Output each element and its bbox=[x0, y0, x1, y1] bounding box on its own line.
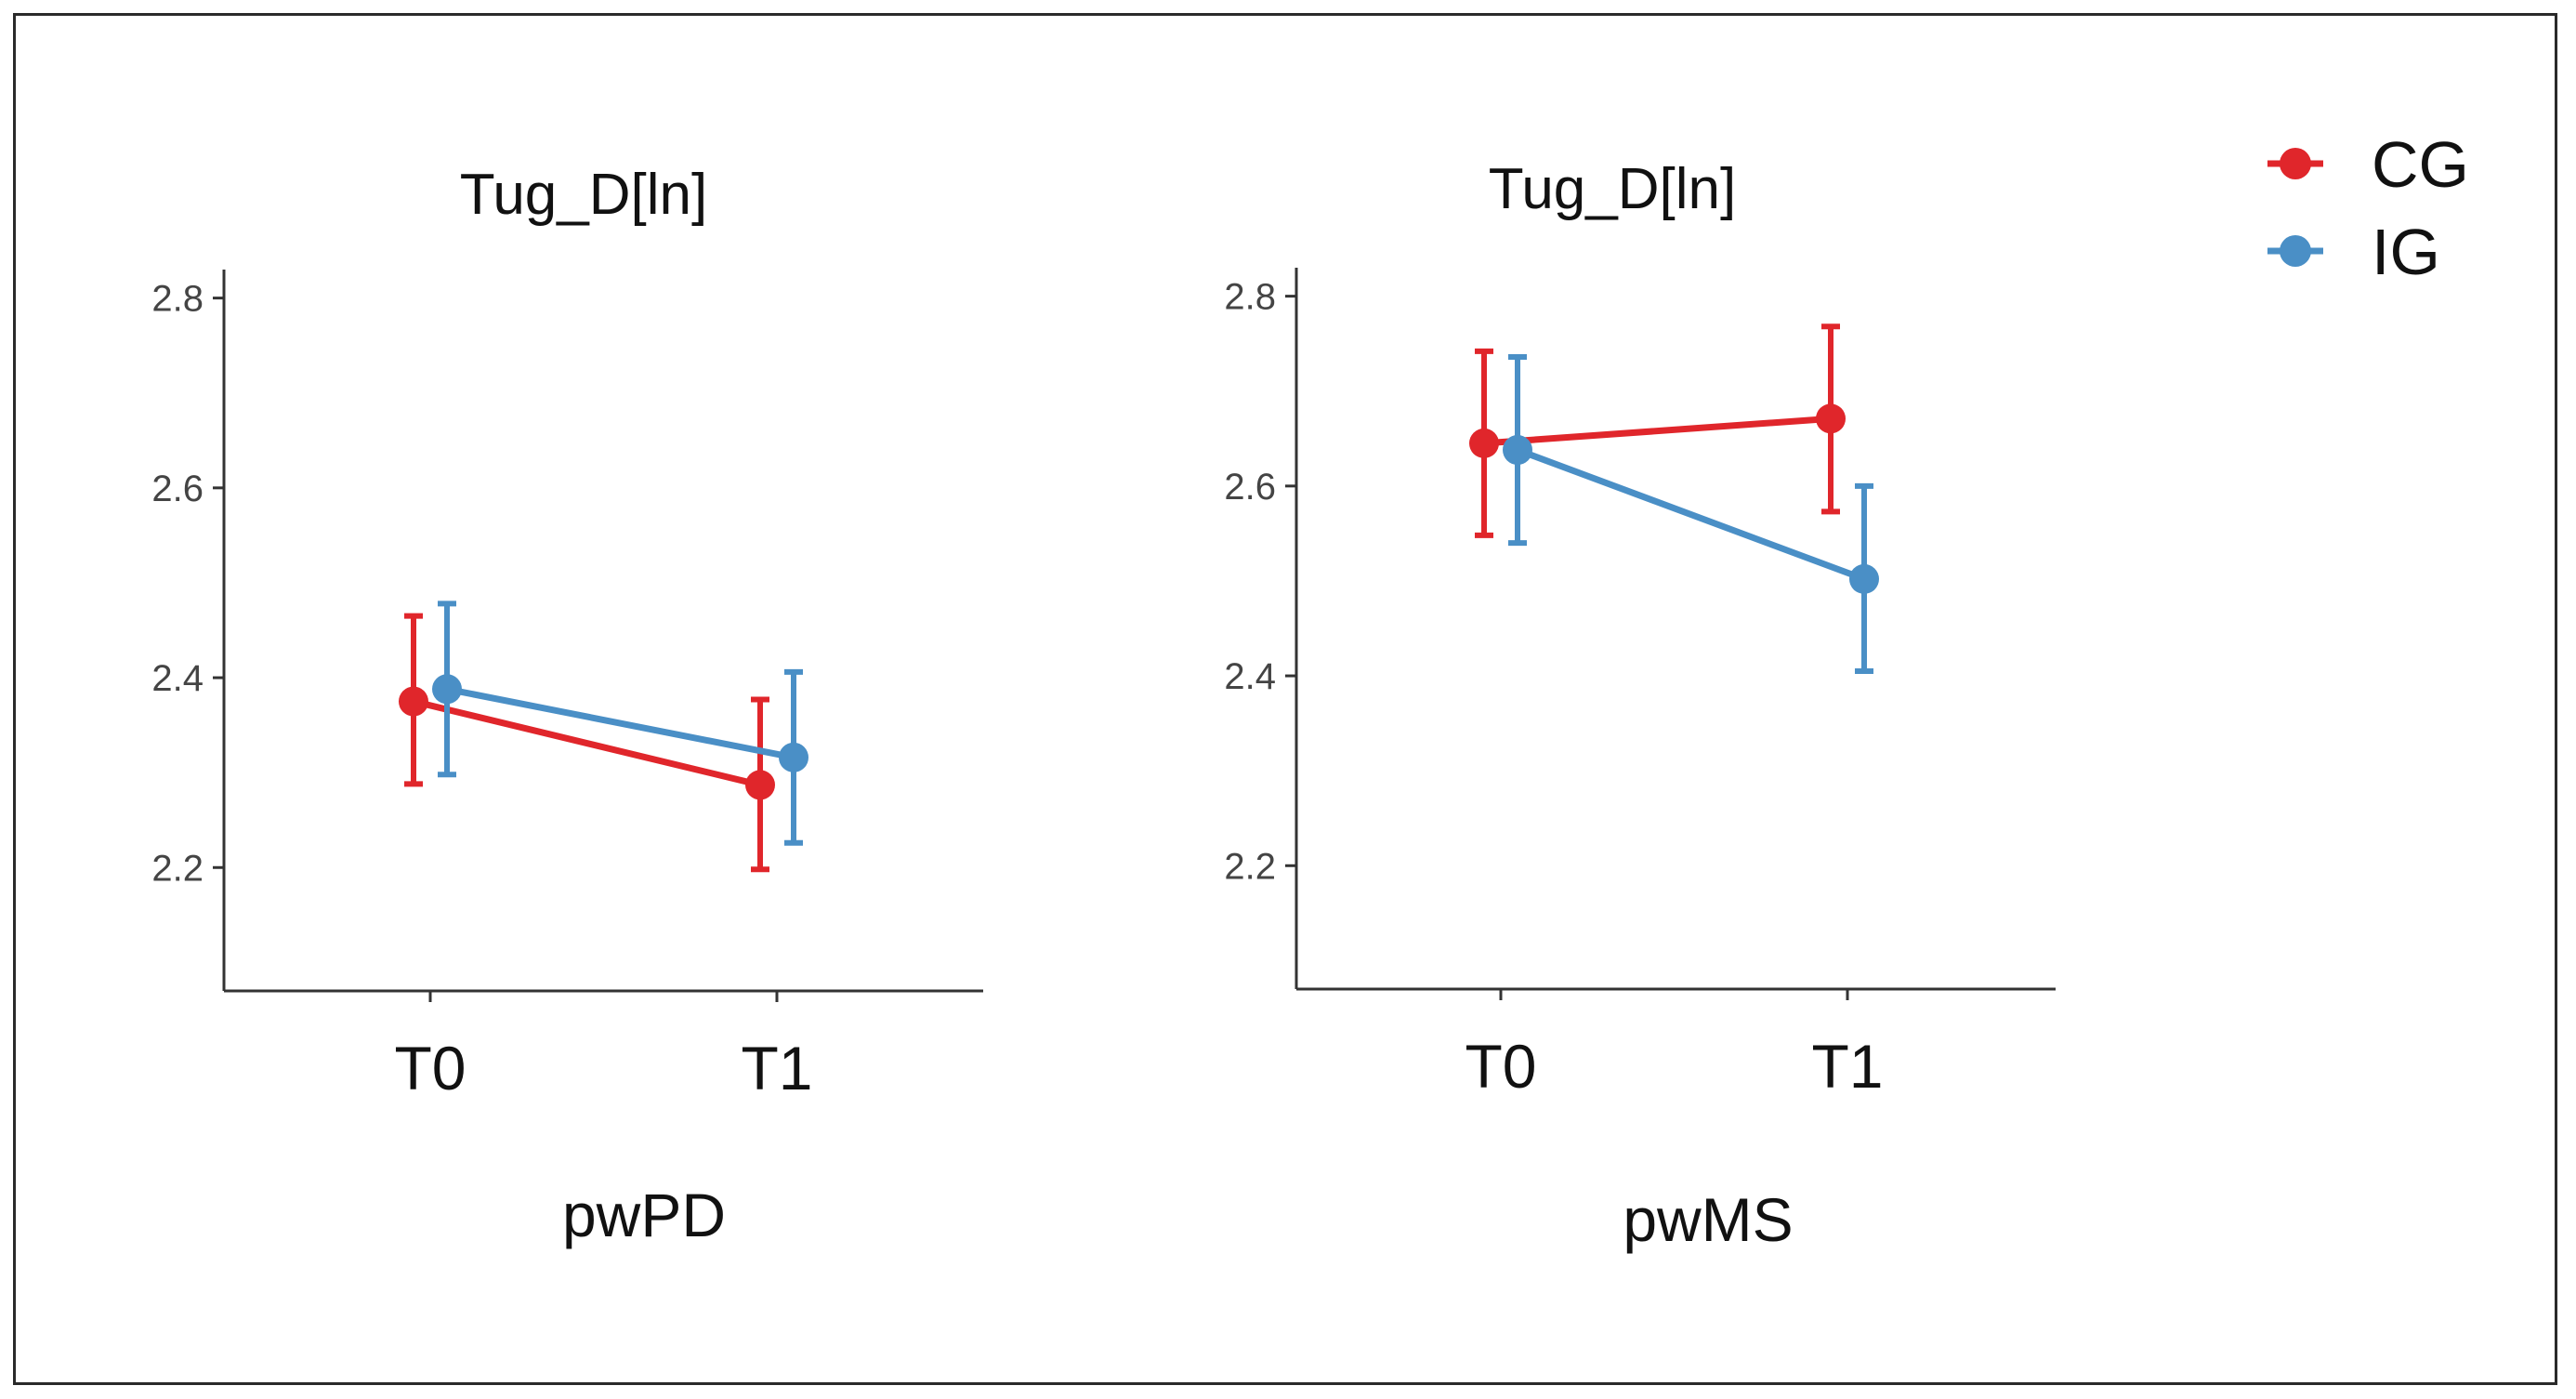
legend-swatch-point bbox=[2280, 235, 2311, 267]
legend-item-ig: IG bbox=[2267, 216, 2440, 288]
y-tick-label: 2.4 bbox=[1224, 656, 1276, 697]
y-tick-label: 2.6 bbox=[151, 469, 204, 509]
x-tick-label: T0 bbox=[1465, 1032, 1536, 1101]
y-tick-label: 2.4 bbox=[151, 658, 204, 699]
series-line-ig bbox=[446, 685, 795, 761]
chart-title: Tug_D[ln] bbox=[1489, 157, 1737, 221]
data-point bbox=[432, 674, 462, 705]
legend-item-cg: CG bbox=[2267, 128, 2469, 201]
legend: CG IG bbox=[2267, 128, 2469, 288]
y-tick-label: 2.8 bbox=[1224, 277, 1276, 318]
chart-panel-1: Tug_D[ln] 2.2 2.4 2.6 2.8 T0 T1 pwPD bbox=[151, 163, 983, 1249]
data-point bbox=[745, 770, 775, 800]
series-ig bbox=[1503, 353, 1879, 674]
y-tick-label: 2.2 bbox=[151, 848, 204, 889]
x-tick-label: T0 bbox=[394, 1034, 466, 1102]
chart-title: Tug_D[ln] bbox=[460, 163, 708, 227]
x-tick-label: T1 bbox=[741, 1034, 812, 1102]
data-point bbox=[779, 742, 808, 772]
series-line-cg bbox=[1483, 415, 1832, 447]
series-line-ig bbox=[1516, 446, 1866, 583]
series-cg bbox=[399, 613, 775, 873]
legend-swatch-point bbox=[2280, 148, 2311, 179]
x-tick-label: T1 bbox=[1811, 1032, 1883, 1101]
y-tick-label: 2.6 bbox=[1224, 467, 1276, 508]
data-point bbox=[1816, 403, 1846, 434]
x-axis-label: pwMS bbox=[1623, 1185, 1793, 1254]
y-tick-label: 2.8 bbox=[151, 279, 204, 320]
series-line-cg bbox=[413, 698, 761, 788]
y-tick-label: 2.2 bbox=[1224, 846, 1276, 887]
series-ig bbox=[432, 601, 808, 846]
data-point bbox=[1469, 428, 1499, 458]
chart-panel-2: Tug_D[ln] 2.2 2.4 2.6 2.8 T0 T1 pwMS bbox=[1224, 157, 2056, 1254]
legend-label: CG bbox=[2372, 128, 2469, 201]
data-point bbox=[1503, 435, 1532, 466]
x-axis-label: pwPD bbox=[562, 1181, 726, 1249]
legend-label: IG bbox=[2372, 216, 2440, 288]
data-point bbox=[399, 686, 428, 717]
series-cg bbox=[1469, 323, 1846, 538]
data-point bbox=[1849, 563, 1879, 594]
